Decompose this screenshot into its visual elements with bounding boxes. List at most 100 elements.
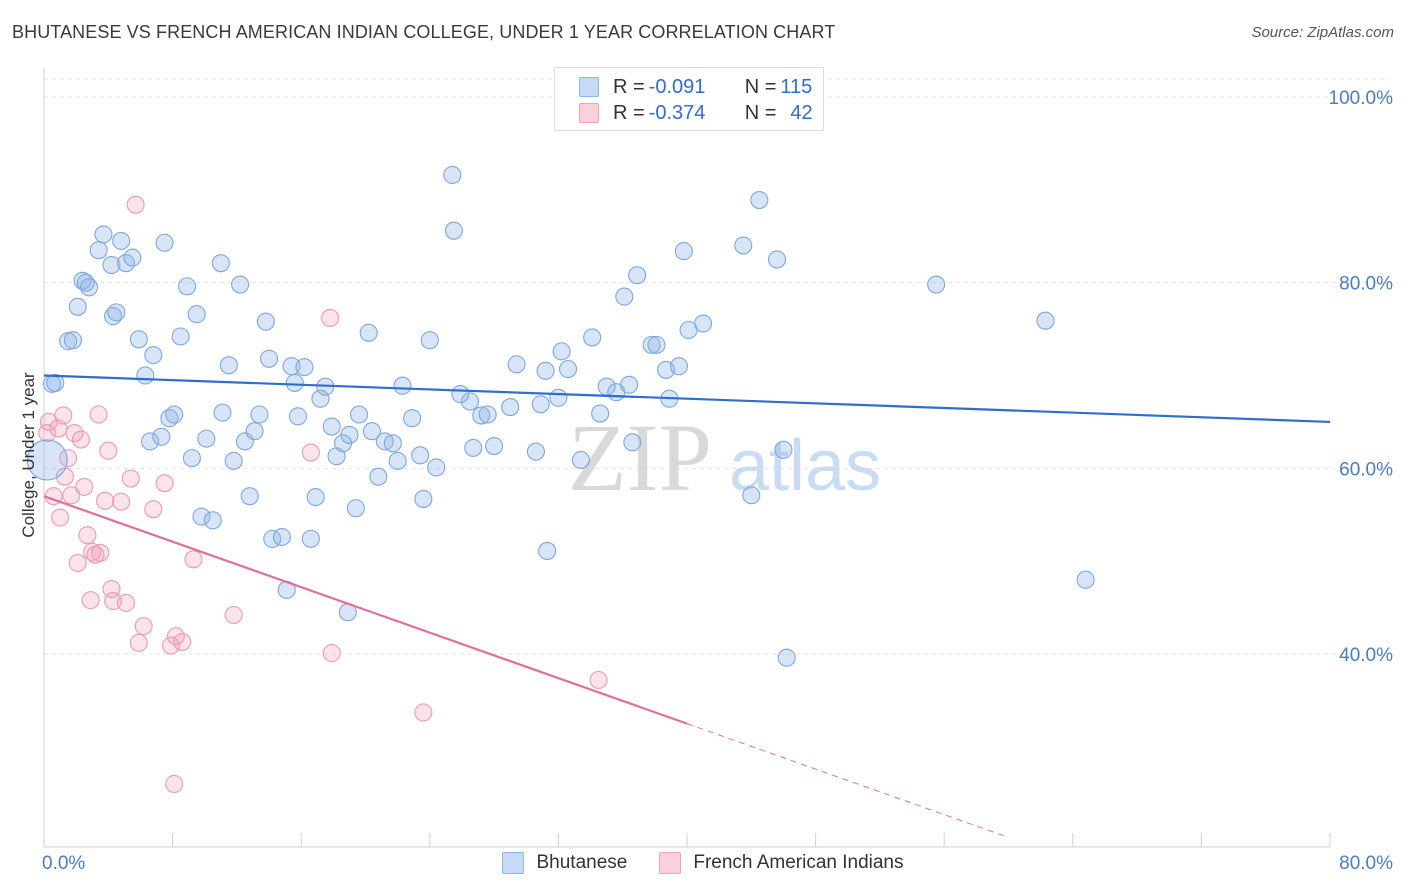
data-point: [165, 774, 184, 794]
legend-n-label: N =: [744, 75, 777, 98]
bottom-legend-swatch-bhutanese: [502, 852, 525, 874]
source-credit: Source: ZipAtlas.com: [1251, 24, 1394, 41]
data-point: [121, 469, 140, 488]
data-point: [116, 593, 136, 612]
data-point: [46, 373, 65, 392]
data-point: [288, 407, 308, 426]
data-point: [927, 275, 946, 294]
data-point: [669, 357, 689, 376]
data-point: [182, 449, 201, 468]
data-point: [211, 254, 230, 273]
x-tick-label: 80.0%: [1339, 853, 1393, 874]
data-point: [54, 406, 73, 425]
data-point: [501, 398, 520, 417]
data-point: [129, 330, 148, 349]
data-point: [51, 508, 70, 527]
data-point: [507, 355, 526, 374]
data-point: [301, 529, 320, 548]
data-point: [197, 429, 216, 448]
legend-n-value: 115: [780, 75, 813, 98]
axes: [43, 68, 1331, 848]
data-point: [78, 526, 97, 545]
data-point: [155, 233, 174, 252]
chart-title: BHUTANESE VS FRENCH AMERICAN INDIAN COLL…: [12, 22, 836, 42]
data-point: [536, 361, 555, 380]
y-tick-label: 100.0%: [1329, 88, 1394, 109]
y-tick-label: 80.0%: [1339, 274, 1393, 295]
data-point: [642, 335, 661, 354]
bottom-legend-label-bhutanese: Bhutanese: [536, 852, 628, 873]
watermark: ZIP atlas: [568, 404, 881, 511]
data-point: [250, 405, 269, 424]
tick-labels: 40.0% 60.0% 80.0% 100.0% 0.0% 80.0%: [42, 88, 1393, 874]
data-point: [414, 489, 433, 509]
data-point: [552, 342, 571, 361]
data-point: [322, 417, 341, 436]
data-point: [340, 425, 359, 444]
data-point: [144, 346, 163, 365]
data-point: [615, 287, 634, 306]
data-point: [240, 487, 259, 506]
data-point: [178, 277, 197, 296]
data-point: [647, 335, 666, 354]
data-point: [623, 433, 642, 452]
data-point: [464, 438, 483, 457]
data-point: [91, 543, 110, 562]
data-point: [538, 541, 557, 561]
data-point: [393, 376, 412, 395]
series-bhutanese: [26, 165, 1095, 667]
data-point: [369, 467, 388, 486]
data-point: [152, 427, 171, 446]
data-point: [531, 395, 550, 414]
legend-row-bhutanese: R = -0.091 N = 115: [579, 74, 812, 100]
data-point: [359, 323, 378, 342]
data-point: [451, 385, 470, 404]
data-point: [777, 648, 796, 667]
data-point: [99, 441, 118, 460]
data-point: [472, 406, 491, 425]
legend-n-value: 42: [790, 101, 813, 124]
data-point: [141, 432, 160, 451]
data-point: [55, 467, 74, 486]
legend-r-value: -0.374: [648, 101, 706, 124]
data-point: [411, 446, 430, 465]
data-point: [96, 491, 115, 510]
legend-swatch-french-american-indians: [579, 103, 599, 123]
data-point: [571, 450, 590, 470]
data-point: [460, 392, 480, 411]
data-point: [414, 703, 433, 722]
data-point: [311, 389, 330, 408]
data-point: [187, 305, 206, 324]
data-point: [362, 422, 381, 441]
watermark-atlas: atlas: [729, 426, 881, 506]
data-point: [224, 451, 243, 470]
data-point: [161, 636, 181, 655]
data-point: [112, 231, 131, 250]
legend: R = -0.091 N = 115 R = -0.374 N = 42: [554, 67, 824, 131]
legend-r-label: R =: [613, 101, 645, 124]
data-point: [388, 451, 407, 470]
y-tick-label: 40.0%: [1339, 645, 1393, 666]
data-point: [346, 499, 365, 518]
data-point: [420, 331, 439, 350]
data-point: [1076, 570, 1095, 589]
data-point: [184, 550, 203, 569]
data-point: [285, 373, 304, 392]
data-point: [134, 617, 153, 636]
data-point: [75, 477, 94, 496]
data-point: [89, 241, 108, 260]
trend-line-french-american-indians: [43, 495, 688, 725]
data-point: [301, 443, 320, 462]
data-point: [591, 404, 610, 423]
data-point: [59, 449, 78, 468]
data-point: [192, 507, 211, 526]
data-point: [245, 422, 264, 441]
legend-r-label: R =: [613, 75, 645, 98]
data-point: [71, 430, 91, 449]
data-point: [129, 633, 148, 652]
trend-line-bhutanese: [43, 374, 1331, 424]
data-point: [443, 165, 462, 185]
data-point: [171, 327, 190, 346]
data-point: [620, 375, 639, 394]
